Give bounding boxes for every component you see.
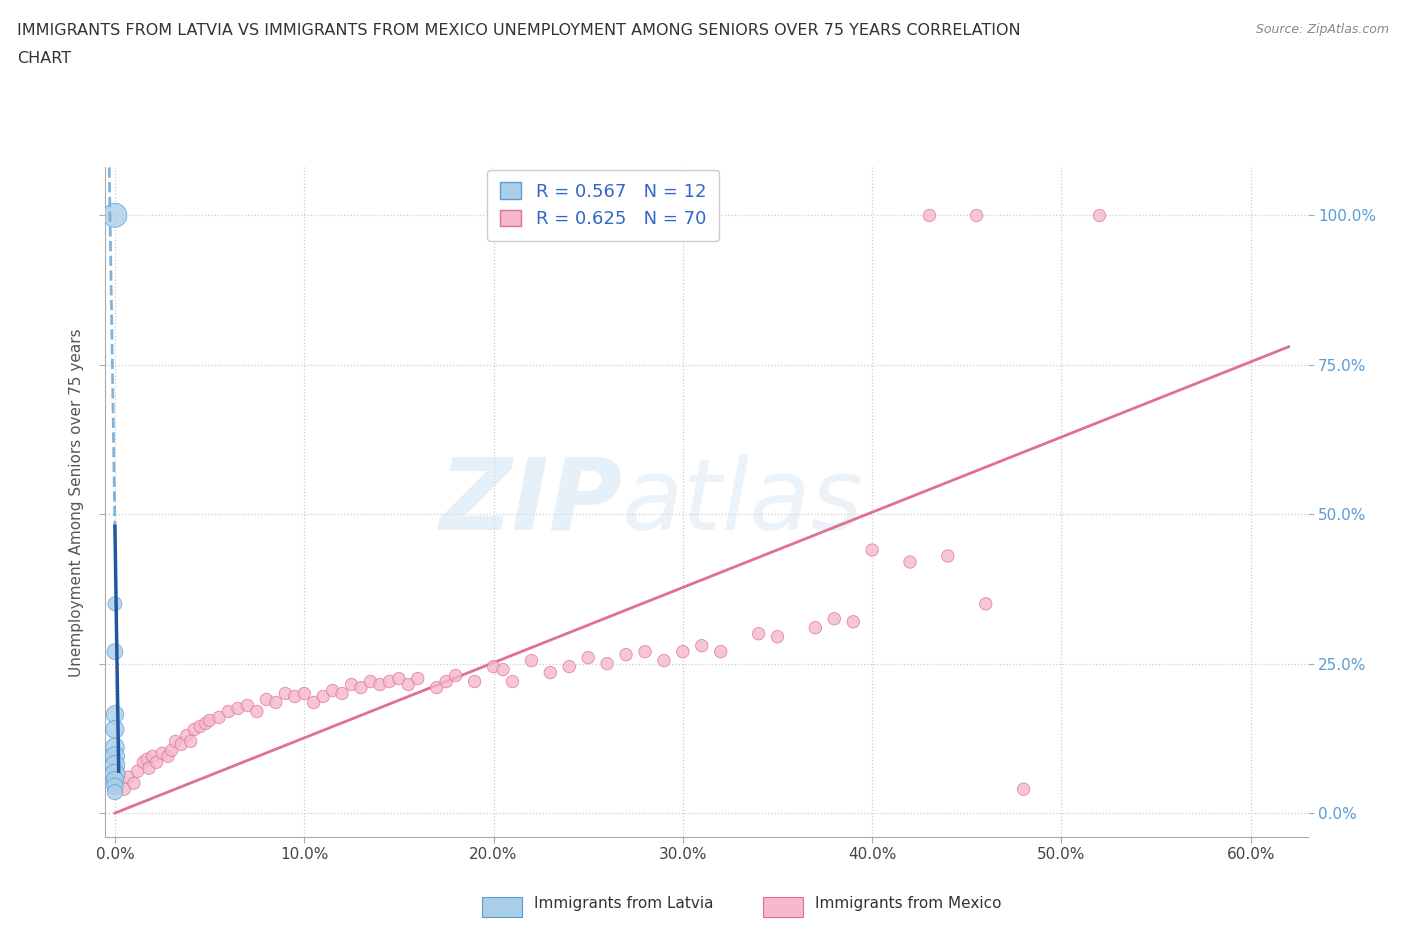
Point [160,743,183,758]
Point [302,695,325,710]
Point [492,662,515,677]
Point [652,653,675,668]
Point [350,680,373,695]
Point [136,751,159,766]
Point [138,761,160,776]
Y-axis label: Unemployment Among Seniors over 75 years: Unemployment Among Seniors over 75 years [69,328,84,676]
Point [898,554,921,569]
Point [176,728,198,743]
Point [406,671,429,686]
Point [104,766,127,781]
Point [104,778,127,793]
Point [132,755,155,770]
Point [165,734,187,749]
Point [860,542,883,557]
Point [388,671,411,686]
Point [710,644,733,659]
Point [127,764,149,778]
Point [150,746,173,761]
Point [104,644,127,659]
Point [501,674,523,689]
Point [226,701,249,716]
Point [104,596,127,611]
Point [538,665,561,680]
Point [236,698,259,713]
Point [183,722,205,737]
Point [918,207,941,222]
Point [292,686,315,701]
Point [804,620,827,635]
Point [198,713,221,728]
Point [180,734,202,749]
Point [142,749,165,764]
Point [145,755,167,770]
Point [360,674,382,689]
Point [194,716,217,731]
Legend: R = 0.567   N = 12, R = 0.625   N = 70: R = 0.567 N = 12, R = 0.625 N = 70 [486,170,718,241]
Point [690,638,713,653]
Point [322,684,344,698]
Text: Source: ZipAtlas.com: Source: ZipAtlas.com [1256,23,1389,36]
Point [965,207,987,222]
Point [520,653,543,668]
Point [823,611,845,626]
Text: IMMIGRANTS FROM LATVIA VS IMMIGRANTS FROM MEXICO UNEMPLOYMENT AMONG SENIORS OVER: IMMIGRANTS FROM LATVIA VS IMMIGRANTS FRO… [17,23,1021,38]
Point [274,686,297,701]
Text: CHART: CHART [17,51,70,66]
Point [330,686,353,701]
Point [246,704,269,719]
Point [558,659,581,674]
Point [672,644,695,659]
Point [218,704,240,719]
FancyBboxPatch shape [482,897,522,917]
Point [576,650,599,665]
Point [1088,207,1111,222]
Point [254,692,277,707]
Point [396,677,419,692]
Point [284,689,307,704]
Point [170,737,193,751]
Text: Immigrants from Latvia: Immigrants from Latvia [534,897,714,911]
Point [104,758,127,773]
Point [482,659,505,674]
Point [104,207,127,222]
Point [112,782,135,797]
Point [1012,782,1035,797]
Point [596,657,619,671]
Point [104,749,127,764]
Point [122,776,145,790]
Text: Immigrants from Mexico: Immigrants from Mexico [815,897,1002,911]
FancyBboxPatch shape [763,897,803,917]
Point [766,630,789,644]
Text: atlas: atlas [623,454,865,551]
Point [104,785,127,800]
Point [117,770,139,785]
Point [378,674,401,689]
Point [188,719,211,734]
Point [974,596,997,611]
Point [104,740,127,755]
Point [434,674,457,689]
Point [842,615,865,630]
Point [340,677,363,692]
Point [368,677,391,692]
Point [264,695,287,710]
Point [312,689,335,704]
Point [104,707,127,722]
Point [464,674,486,689]
Point [156,749,179,764]
Point [748,626,770,641]
Point [208,710,231,724]
Point [936,549,959,564]
Point [426,680,449,695]
Point [634,644,657,659]
Point [104,722,127,737]
Point [444,668,467,683]
Point [104,773,127,788]
Point [614,647,637,662]
Text: ZIP: ZIP [439,454,623,551]
